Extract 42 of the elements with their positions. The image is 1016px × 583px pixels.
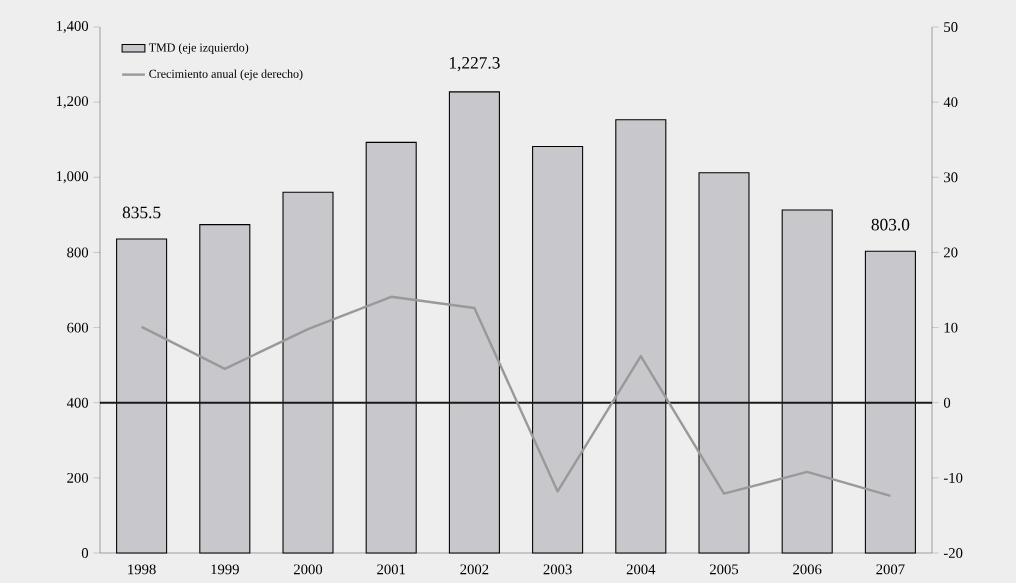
bar bbox=[615, 119, 667, 554]
data-label: 1,227.3 bbox=[449, 57, 500, 72]
bar bbox=[864, 250, 916, 554]
x-tick-label: 2006 bbox=[793, 564, 822, 575]
y-tick-label: 0 bbox=[81, 548, 89, 558]
bar bbox=[781, 209, 833, 554]
x-tick-label: 2001 bbox=[377, 564, 405, 575]
y-tick-label: 1,400 bbox=[56, 21, 89, 34]
y-tick-label: 200 bbox=[67, 472, 89, 483]
y-tick-label: 800 bbox=[67, 247, 89, 258]
line-series bbox=[140, 295, 892, 498]
x-tick-label: 2002 bbox=[460, 564, 489, 575]
y2-tick-label: 10 bbox=[944, 322, 958, 333]
x-tick-label: 1998 bbox=[128, 564, 156, 575]
bar bbox=[698, 172, 750, 554]
x-tick-label: 2003 bbox=[543, 564, 572, 575]
bar bbox=[199, 224, 251, 554]
y2-tick-label: -20 bbox=[943, 548, 963, 558]
y-tick-label: 1,000 bbox=[56, 171, 89, 184]
y2-tick-label: 30 bbox=[944, 172, 958, 183]
y2-tick-label: 0 bbox=[943, 397, 951, 408]
y-tick-label: 400 bbox=[66, 397, 89, 408]
y2-tick-label: 50 bbox=[944, 22, 958, 32]
bar bbox=[116, 238, 168, 554]
y2-tick-label: -10 bbox=[943, 472, 963, 483]
y-tick-label: 600 bbox=[67, 322, 89, 333]
y-tick-label: 1,200 bbox=[56, 96, 89, 109]
bar bbox=[448, 91, 500, 554]
bar bbox=[532, 145, 584, 554]
x-tick-label: 2007 bbox=[876, 564, 905, 575]
legend-label: Crecimiento anual (eje derecho) bbox=[149, 69, 303, 81]
x-tick-label: 2004 bbox=[626, 564, 656, 575]
x-tick-label: 2000 bbox=[293, 564, 323, 575]
legend-label: TMD (eje izquierdo) bbox=[148, 43, 249, 54]
bar bbox=[282, 191, 334, 554]
data-label: 835.5 bbox=[122, 206, 161, 219]
y2-tick-label: 20 bbox=[944, 247, 958, 258]
data-label: 803.0 bbox=[871, 218, 910, 231]
x-tick-label: 1999 bbox=[211, 564, 239, 575]
y2-tick-label: 40 bbox=[943, 97, 958, 108]
x-tick-label: 2005 bbox=[709, 564, 739, 575]
bar bbox=[365, 141, 417, 554]
